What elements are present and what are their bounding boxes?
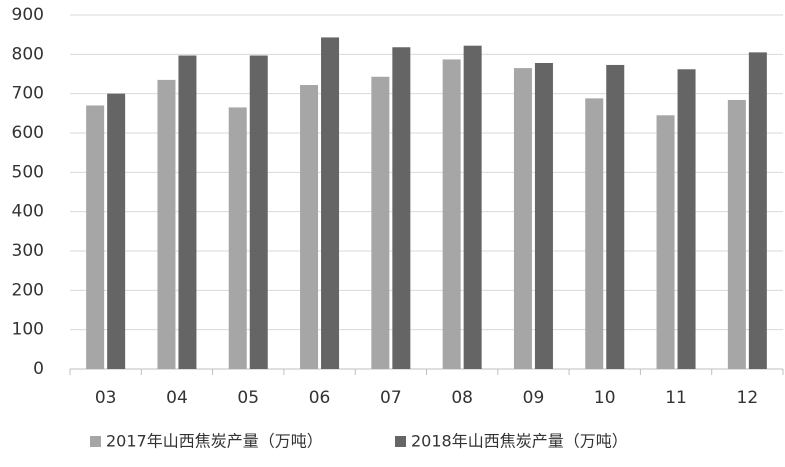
- legend-label: 2018年山西焦炭产量（万吨）: [411, 432, 628, 451]
- legend: 2017年山西焦炭产量（万吨） 2018年山西焦炭产量（万吨）: [90, 432, 628, 451]
- bar: [321, 37, 340, 370]
- bar: [727, 99, 746, 370]
- bar: [178, 55, 197, 369]
- x-tick-label: 07: [380, 388, 402, 408]
- y-tick-label: 0: [33, 359, 44, 379]
- bar: [228, 107, 247, 369]
- x-tick-label: 06: [309, 388, 331, 408]
- x-tick-label: 10: [594, 388, 616, 408]
- y-tick-label: 900: [12, 5, 44, 25]
- bar: [107, 93, 126, 370]
- bar: [677, 69, 696, 369]
- bar: [606, 64, 625, 369]
- y-tick-label: 500: [12, 162, 44, 182]
- x-tick-label: 12: [737, 388, 759, 408]
- legend-swatch: [395, 436, 406, 447]
- y-tick-label: 300: [12, 241, 44, 261]
- x-tick-label: 05: [237, 388, 259, 408]
- bar: [513, 68, 532, 369]
- bar: [371, 76, 390, 370]
- x-tick-label: 03: [95, 388, 117, 408]
- legend-label: 2017年山西焦炭产量（万吨）: [106, 432, 323, 451]
- bar: [249, 55, 268, 369]
- bar: [86, 105, 105, 369]
- y-tick-label: 400: [12, 202, 44, 222]
- x-tick-label: 11: [665, 388, 687, 408]
- y-tick-label: 600: [12, 123, 44, 143]
- y-tick-label: 800: [12, 44, 44, 64]
- y-tick-label: 700: [12, 84, 44, 104]
- x-tick-label: 04: [166, 388, 188, 408]
- x-tick-label: 08: [451, 388, 473, 408]
- bar: [585, 98, 604, 370]
- bar: [300, 85, 319, 369]
- bar: [748, 52, 767, 369]
- bar: [442, 59, 461, 370]
- bar: [656, 115, 675, 369]
- y-tick-label: 200: [12, 280, 44, 300]
- legend-swatch: [90, 436, 101, 447]
- x-tick-label: 09: [523, 388, 545, 408]
- y-tick-label: 100: [12, 320, 44, 340]
- bar: [534, 62, 553, 370]
- bar: [392, 47, 411, 370]
- bar: [157, 79, 176, 370]
- bar: [463, 45, 482, 370]
